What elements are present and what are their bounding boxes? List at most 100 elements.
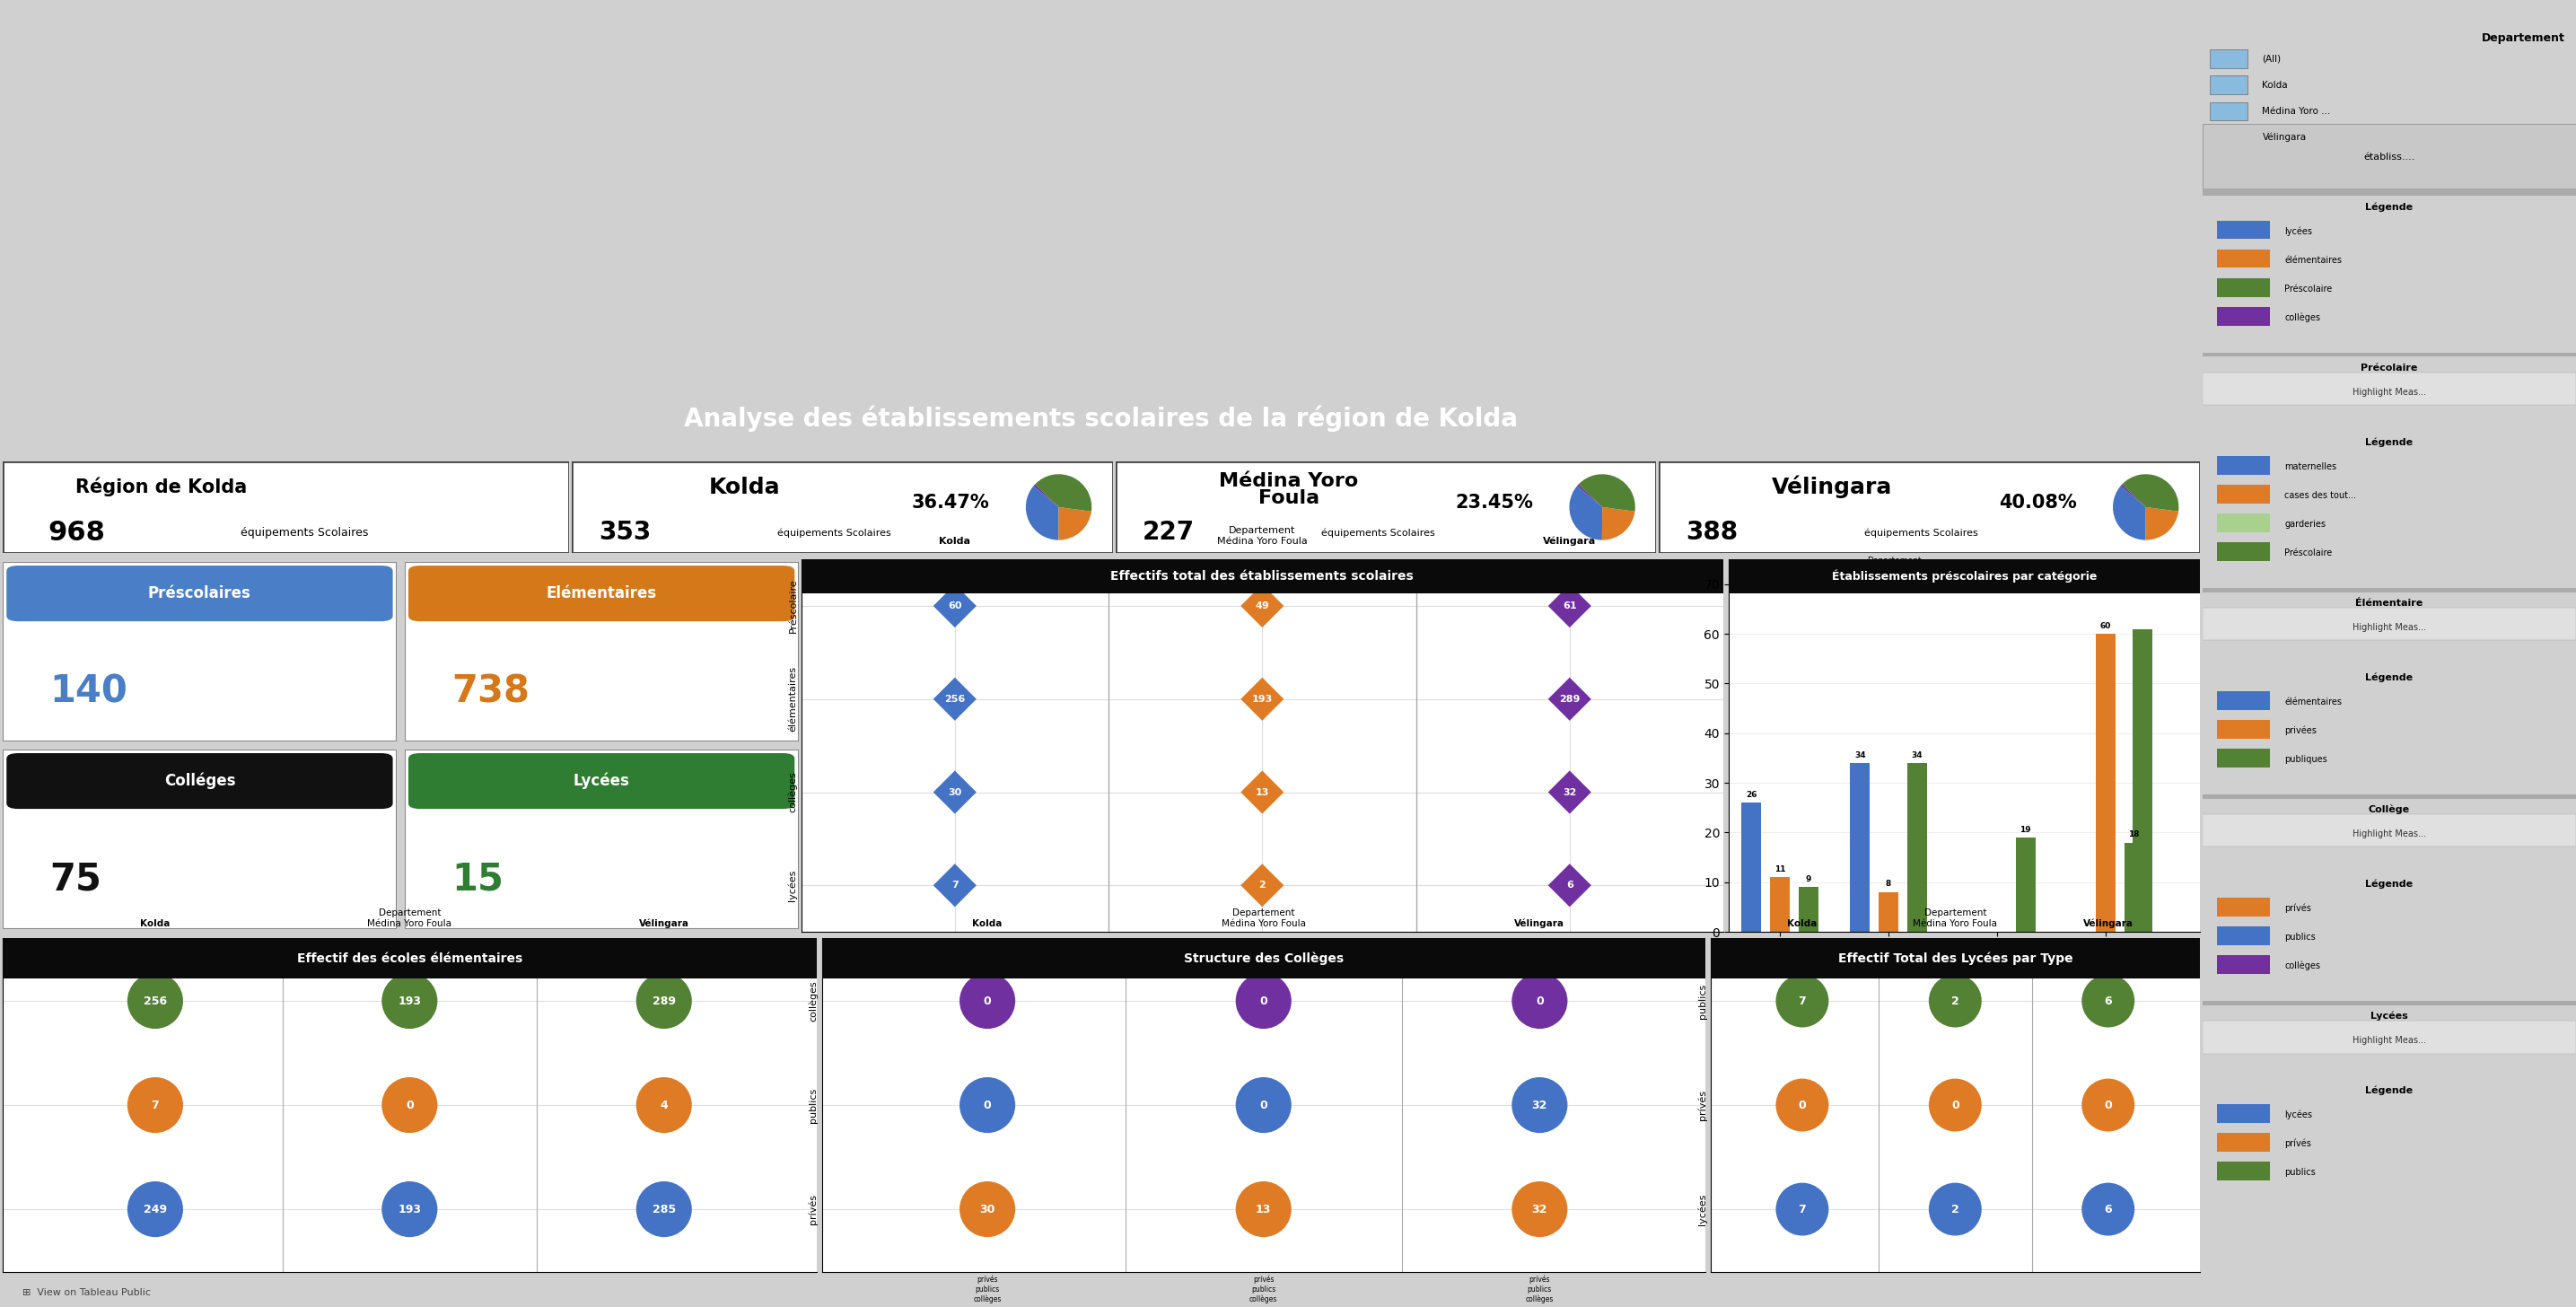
Point (1242, 782, 1283, 802)
Text: Élémentaire: Élémentaire (2354, 599, 2424, 608)
Point (1242, 596, 1283, 617)
Text: 738: 738 (451, 673, 531, 710)
Text: Highlight Meas...: Highlight Meas... (2352, 623, 2427, 631)
Text: Région de Kolda: Région de Kolda (75, 477, 247, 497)
Text: 227: 227 (1144, 520, 1195, 545)
Bar (2202, 1021, 2576, 1053)
Text: 61: 61 (1564, 601, 1577, 610)
Text: 0: 0 (1260, 1099, 1267, 1111)
Text: 353: 353 (598, 520, 652, 545)
Point (935, 874, 976, 895)
Text: Kolda: Kolda (1788, 919, 1816, 928)
Text: Vélingara: Vélingara (1543, 536, 1597, 545)
Text: cases des tout...: cases des tout... (2285, 491, 2357, 499)
Text: 13: 13 (1255, 1204, 1273, 1216)
Bar (2218, 1133, 2269, 1151)
Text: 40.08%: 40.08% (1999, 494, 2076, 511)
Text: 32: 32 (1564, 788, 1577, 797)
Text: Departement
Médina Yoro Foula: Departement Médina Yoro Foula (1914, 908, 1996, 928)
Text: 193: 193 (397, 995, 422, 1006)
Text: 968: 968 (49, 520, 106, 546)
Text: Departement: Departement (2481, 33, 2566, 44)
Point (935, 596, 976, 617)
Text: 49: 49 (1255, 601, 1270, 610)
Text: Departement
Médina Yoro Foula: Departement Médina Yoro Foula (1221, 908, 1306, 928)
Bar (2202, 795, 2576, 799)
Text: privées: privées (2285, 725, 2316, 736)
Text: Vélingara: Vélingara (1515, 919, 1564, 928)
Point (1783, 991, 1824, 1012)
Point (2087, 1095, 2128, 1116)
Bar (2210, 128, 2246, 146)
Point (134, 1095, 175, 1116)
Point (966, 991, 1007, 1012)
Text: 7: 7 (1798, 995, 1806, 1006)
Text: Effectifs total des établissements scolaires: Effectifs total des établissements scola… (1110, 570, 1414, 583)
Text: prívés: prívés (2285, 903, 2311, 914)
Point (935, 689, 976, 710)
Bar (2210, 50, 2246, 68)
Text: collèges: collèges (2285, 961, 2321, 971)
Text: 2: 2 (1950, 995, 1960, 1006)
Text: 36.47%: 36.47% (912, 494, 989, 511)
Text: 8: 8 (1886, 880, 1891, 889)
Point (1783, 1095, 1824, 1116)
Bar (2218, 1162, 2269, 1180)
Text: 2: 2 (1950, 1204, 1960, 1216)
Bar (2014, 838, 2035, 932)
Text: 0: 0 (1950, 1099, 1960, 1111)
Text: Highlight Meas...: Highlight Meas... (2352, 1036, 2427, 1044)
Point (1783, 1199, 1824, 1219)
Bar (2202, 353, 2576, 357)
Bar (1878, 893, 1899, 932)
Text: 140: 140 (49, 673, 129, 710)
Text: Departement
Médina Yoro Foula: Departement Médina Yoro Foula (1857, 557, 1932, 574)
Text: 0: 0 (1260, 995, 1267, 1006)
Text: Préscolaires: Préscolaires (147, 586, 252, 601)
Point (1242, 874, 1283, 895)
Bar (2202, 814, 2576, 847)
Text: 289: 289 (1558, 694, 1579, 703)
Bar (2210, 76, 2246, 94)
Text: Préscolaire: Préscolaire (2285, 285, 2331, 293)
Text: 4: 4 (659, 1099, 667, 1111)
Text: 0: 0 (2105, 1099, 2112, 1111)
Text: Légende: Légende (2365, 880, 2414, 889)
Text: Elémentaires: Elémentaires (546, 586, 657, 601)
Text: 0: 0 (984, 995, 992, 1006)
FancyBboxPatch shape (822, 938, 1705, 979)
Bar (2218, 456, 2269, 474)
Text: Departement
Médina Yoro Foula: Departement Médina Yoro Foula (1216, 525, 1309, 545)
Text: Effectif Total des Lycées par Type: Effectif Total des Lycées par Type (1837, 951, 2074, 965)
Bar (2097, 634, 2115, 932)
Text: 285: 285 (652, 1204, 675, 1216)
Bar (2133, 629, 2154, 932)
Text: Colléges: Colléges (165, 772, 234, 789)
Point (389, 1199, 430, 1219)
Point (1548, 689, 1589, 710)
Point (966, 1199, 1007, 1219)
Text: publics: publics (2285, 933, 2316, 941)
Point (1242, 991, 1283, 1012)
Text: 0: 0 (404, 1099, 415, 1111)
Text: 75: 75 (49, 860, 103, 898)
Bar (2218, 1104, 2269, 1123)
Bar (2202, 608, 2576, 640)
Text: 7: 7 (152, 1099, 160, 1111)
Text: équipements Scolaires: équipements Scolaires (240, 527, 368, 538)
Point (966, 1095, 1007, 1116)
Text: 0: 0 (1798, 1099, 1806, 1111)
Text: 6: 6 (1566, 881, 1574, 890)
Text: 13: 13 (1255, 788, 1270, 797)
Bar (2218, 250, 2269, 268)
Text: 7: 7 (1798, 1204, 1806, 1216)
Bar (2125, 843, 2143, 932)
Text: 18: 18 (2128, 830, 2141, 839)
Text: 0: 0 (1535, 995, 1543, 1006)
Bar (2218, 898, 2269, 916)
Point (1548, 782, 1589, 802)
Text: Vélingara: Vélingara (2262, 132, 2306, 142)
Bar (2202, 588, 2576, 592)
Bar (2218, 691, 2269, 710)
Text: publiques: publiques (2285, 755, 2329, 763)
